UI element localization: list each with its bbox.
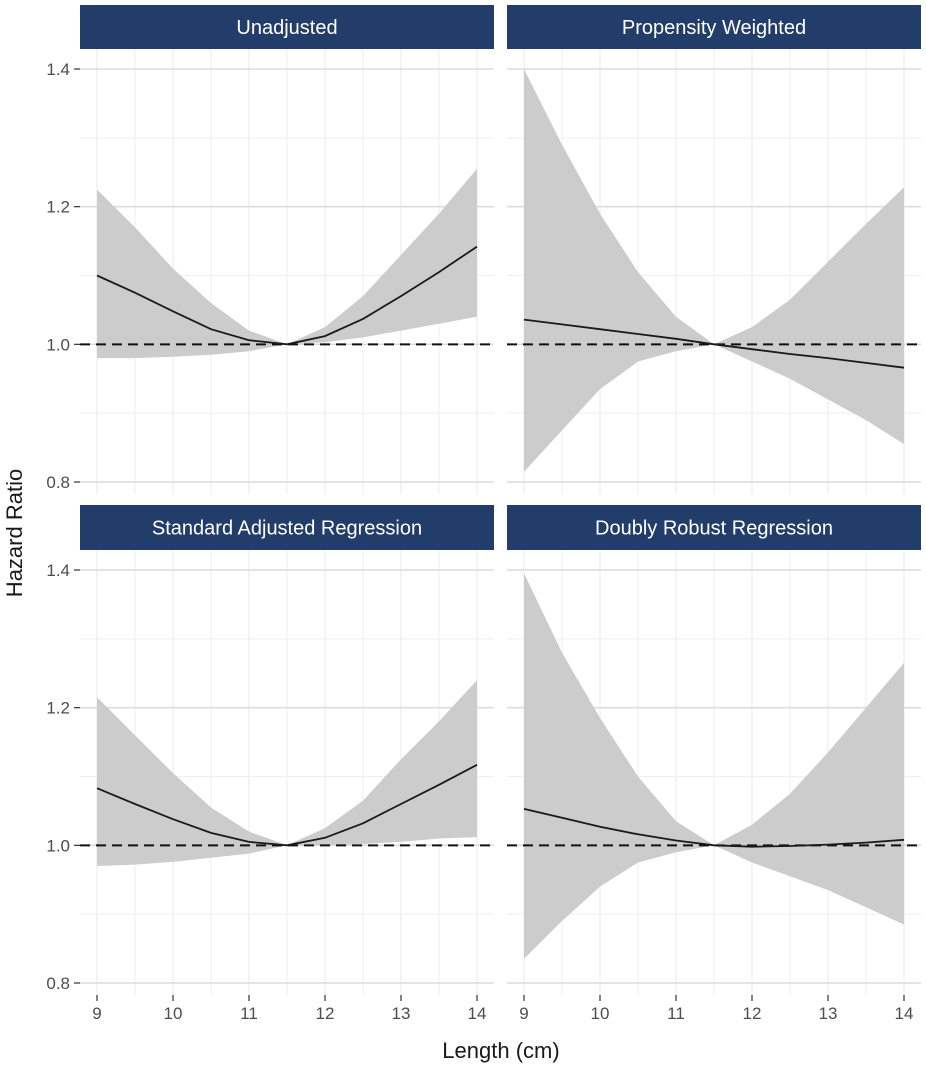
x-tick-label: 9 <box>519 1004 528 1023</box>
panel-strip <box>80 5 494 49</box>
panel-strip <box>80 505 494 550</box>
x-tick-label: 12 <box>743 1004 762 1023</box>
estimate-line <box>96 764 478 847</box>
estimate-line <box>523 318 905 369</box>
estimate-line <box>96 245 478 346</box>
y-axis-title: Hazard Ratio <box>2 469 27 597</box>
y-tick-label: 1.2 <box>46 699 70 718</box>
x-tick-label: 11 <box>667 1004 685 1023</box>
x-tick-label: 13 <box>819 1004 838 1023</box>
y-tick-label: 1.4 <box>46 561 70 580</box>
confidence-band <box>524 573 904 959</box>
x-tick-label: 10 <box>164 1004 183 1023</box>
x-tick-label: 12 <box>316 1004 335 1023</box>
estimate-line <box>523 808 905 848</box>
y-tick-label: 1.4 <box>46 60 70 79</box>
confidence-band <box>97 680 477 866</box>
panel-strip <box>507 505 921 550</box>
panels-layer: Unadjusted Propensity Weighted Standard Ad… <box>80 5 921 995</box>
x-axis-title: Length (cm) <box>442 1038 559 1063</box>
x-tick-label: 10 <box>591 1004 610 1023</box>
panel-title: Propensity Weighted <box>622 17 806 39</box>
panel-1: Unadjusted <box>80 5 494 494</box>
x-axis-ticks-right: 9 10 11 12 13 14 <box>519 995 913 1023</box>
x-tick-label: 9 <box>92 1004 101 1023</box>
y-tick-label: 0.8 <box>46 473 70 492</box>
y-tick-label: 1.0 <box>46 836 70 855</box>
panel-title: Doubly Robust Regression <box>595 518 833 540</box>
y-tick-label: 1.2 <box>46 198 70 217</box>
confidence-band <box>524 69 904 472</box>
y-tick-label: 1.0 <box>46 335 70 354</box>
panel-strip <box>507 5 921 49</box>
x-tick-label: 11 <box>240 1004 258 1023</box>
y-axis-ticks-top: 0.8 1.0 1.2 1.4 <box>46 60 80 492</box>
panel-4: Doubly Robust Regression <box>507 505 921 995</box>
x-tick-label: 13 <box>392 1004 411 1023</box>
panel-title: Standard Adjusted Regression <box>152 518 422 540</box>
x-axis-ticks-left: 9 10 11 12 13 14 <box>92 995 486 1023</box>
x-tick-label: 14 <box>468 1004 487 1023</box>
panel-title: Unadjusted <box>236 17 337 39</box>
panel-2: Propensity Weighted <box>507 5 921 494</box>
y-axis-ticks-bottom: 0.8 1.0 1.2 1.4 <box>46 561 80 993</box>
y-tick-label: 0.8 <box>46 974 70 993</box>
confidence-band <box>97 168 477 359</box>
panel-3: Standard Adjusted Regression <box>80 505 494 995</box>
x-tick-label: 14 <box>895 1004 914 1023</box>
